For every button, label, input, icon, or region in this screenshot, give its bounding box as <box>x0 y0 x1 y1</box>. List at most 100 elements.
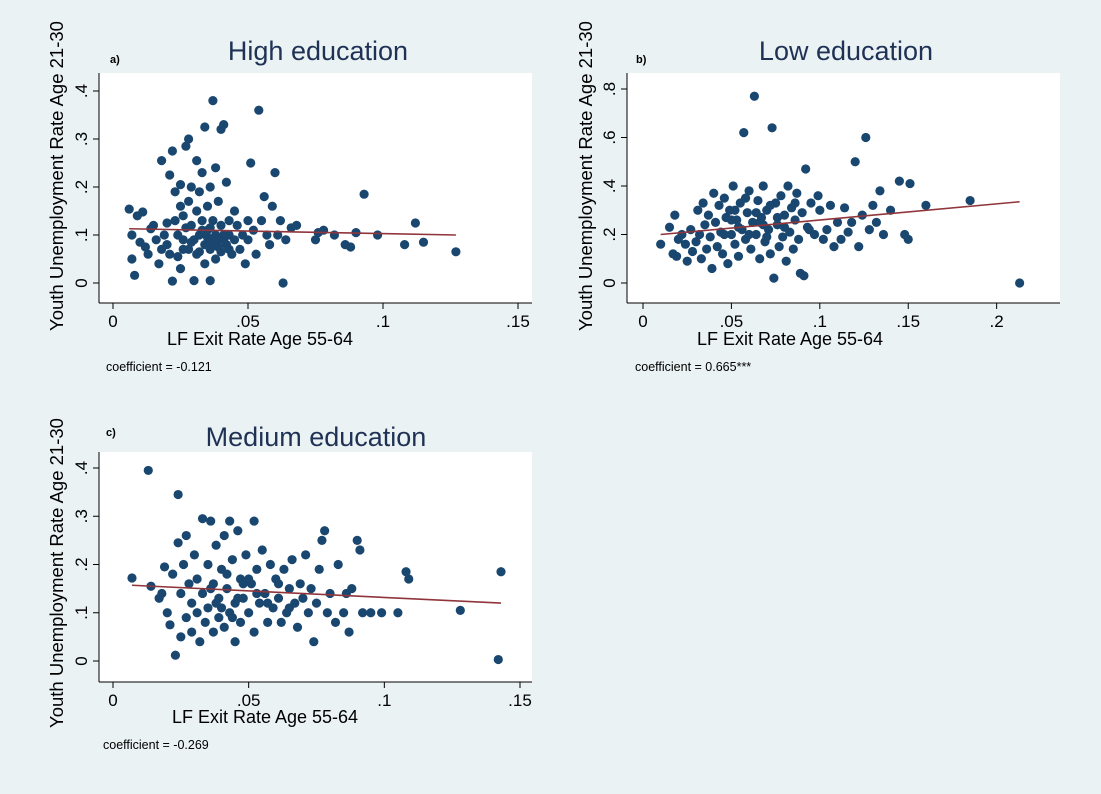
data-point <box>205 244 215 254</box>
data-point <box>781 256 791 266</box>
data-point <box>740 193 751 203</box>
data-point <box>965 195 975 206</box>
data-point <box>311 598 322 608</box>
data-point <box>825 200 836 210</box>
data-point <box>765 249 775 259</box>
data-point <box>905 178 915 189</box>
data-point <box>219 235 229 245</box>
data-point <box>656 239 666 249</box>
data-point <box>712 242 722 252</box>
data-point <box>178 235 188 245</box>
data-point <box>358 608 368 618</box>
data-point <box>744 186 754 196</box>
data-point <box>320 526 330 536</box>
data-point <box>211 598 221 608</box>
data-point <box>263 617 273 628</box>
data-point <box>229 206 240 216</box>
data-point <box>216 220 226 230</box>
data-point <box>839 203 850 213</box>
data-point <box>187 598 197 608</box>
panel-label: c) <box>106 427 116 439</box>
x-tick-label: .15 <box>506 312 530 331</box>
data-point <box>322 608 332 618</box>
data-point <box>186 220 196 230</box>
data-point <box>284 584 294 594</box>
data-point <box>1015 278 1025 288</box>
panel-b: 0 .05 .1 .15 .2 0 .2 .4 .6 .8 Low education b) Youth… <box>575 21 1060 374</box>
data-point <box>854 242 864 252</box>
data-point <box>195 637 205 647</box>
data-point <box>260 588 270 599</box>
data-point <box>921 200 931 210</box>
panel-c: 0 .05 .1 .15 0 .1 .2 .3 .4 Medium education c) Yout… <box>46 418 532 752</box>
data-point <box>719 193 729 203</box>
data-point <box>165 170 175 180</box>
data-point <box>339 608 349 618</box>
data-point <box>159 230 169 240</box>
data-point <box>176 632 186 642</box>
data-point <box>197 514 208 524</box>
data-point <box>184 579 194 589</box>
data-point <box>167 146 177 156</box>
y-tick-label: 0 <box>600 278 619 287</box>
data-point <box>225 516 235 526</box>
data-point <box>671 251 682 261</box>
data-point <box>200 617 210 628</box>
data-point <box>801 164 811 174</box>
data-point <box>355 545 365 555</box>
data-point <box>455 605 465 615</box>
data-point <box>243 235 253 245</box>
y-tick-label: .2 <box>72 180 91 194</box>
data-point <box>222 569 232 579</box>
data-point <box>493 654 503 665</box>
x-tick-label: .15 <box>508 691 532 710</box>
data-point <box>418 237 429 247</box>
data-point <box>822 225 832 235</box>
data-point <box>233 593 243 603</box>
data-point <box>728 181 738 191</box>
data-point <box>751 208 761 218</box>
data-point <box>178 244 188 254</box>
data-point <box>206 516 216 526</box>
data-point <box>836 234 846 244</box>
data-point <box>778 232 788 242</box>
data-point <box>189 276 199 286</box>
data-point <box>203 559 213 570</box>
data-point <box>208 216 218 226</box>
fit-line <box>131 584 502 604</box>
data-point <box>219 120 229 130</box>
data-point <box>788 244 798 254</box>
coefficient-note: coefficient = -0.269 <box>103 738 209 752</box>
data-point <box>733 251 744 261</box>
data-point <box>278 278 288 288</box>
data-point <box>229 235 240 245</box>
panel-label: b) <box>636 54 647 66</box>
data-point <box>317 535 327 545</box>
data-point <box>857 210 867 220</box>
data-point <box>306 584 316 594</box>
data-point <box>276 617 286 628</box>
data-point <box>284 603 294 613</box>
data-point <box>235 617 246 628</box>
data-point <box>401 567 411 577</box>
data-point <box>705 232 715 242</box>
y-tick-label: .8 <box>600 82 619 96</box>
data-point <box>273 230 283 240</box>
data-point <box>205 276 215 286</box>
data-point <box>287 555 297 565</box>
data-point <box>373 230 383 240</box>
data-point <box>194 247 204 257</box>
data-point <box>726 215 737 225</box>
data-point <box>256 216 267 226</box>
data-point <box>352 535 362 545</box>
data-point <box>292 622 303 632</box>
plot-area <box>99 73 532 303</box>
coefficient-note: coefficient = -0.121 <box>106 360 212 374</box>
data-point <box>730 239 740 249</box>
data-point <box>709 188 719 198</box>
data-point <box>176 588 186 599</box>
data-point <box>769 273 779 283</box>
data-point <box>806 198 816 208</box>
data-point <box>211 254 221 264</box>
data-point <box>719 229 729 240</box>
